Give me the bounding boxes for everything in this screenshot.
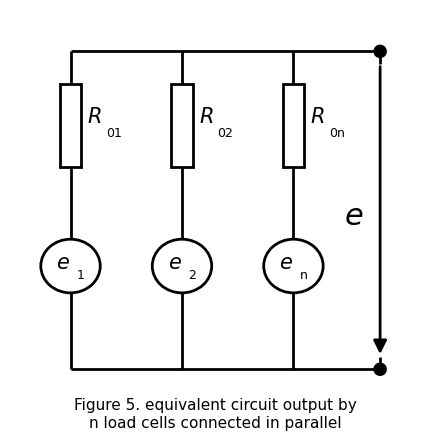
- Text: 02: 02: [218, 127, 233, 140]
- Text: Figure 5. equivalent circuit output by
n load cells connected in parallel: Figure 5. equivalent circuit output by n…: [74, 398, 356, 430]
- Text: 0n: 0n: [329, 127, 345, 140]
- Bar: [283, 84, 304, 167]
- Bar: [171, 84, 193, 167]
- Text: n: n: [300, 268, 308, 281]
- Text: $e$: $e$: [344, 202, 363, 231]
- Bar: [60, 84, 81, 167]
- Text: $e$: $e$: [279, 253, 293, 273]
- Circle shape: [375, 364, 385, 375]
- Text: $R$: $R$: [199, 107, 213, 127]
- Text: $e$: $e$: [168, 253, 181, 273]
- Ellipse shape: [264, 239, 323, 293]
- Text: 2: 2: [188, 268, 196, 281]
- Text: $R$: $R$: [87, 107, 102, 127]
- Text: $R$: $R$: [310, 107, 325, 127]
- Text: $e$: $e$: [56, 253, 70, 273]
- Ellipse shape: [152, 239, 212, 293]
- Text: 01: 01: [106, 127, 122, 140]
- Ellipse shape: [41, 239, 100, 293]
- Text: 1: 1: [77, 268, 85, 281]
- Circle shape: [375, 46, 385, 57]
